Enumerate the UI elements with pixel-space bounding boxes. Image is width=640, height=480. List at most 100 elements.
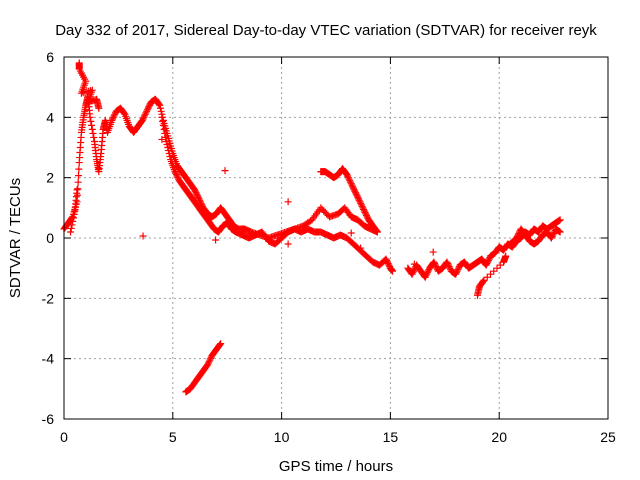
data-point	[157, 107, 165, 115]
data-point	[350, 186, 358, 194]
data-point	[349, 183, 357, 191]
data-point	[343, 171, 351, 179]
data-point	[357, 244, 365, 252]
y-tick-label: 2	[46, 170, 54, 186]
data-point	[69, 217, 77, 225]
x-tick-label: 25	[600, 429, 616, 445]
data-point	[359, 204, 367, 212]
data-point	[424, 267, 432, 275]
data-point	[361, 208, 369, 216]
data-point	[385, 261, 393, 269]
data-point	[423, 269, 431, 277]
data-point	[139, 115, 147, 123]
data-point	[156, 104, 164, 112]
data-point	[191, 186, 199, 194]
data-point	[74, 185, 82, 193]
x-tick-labels: 0 5 10 15 20 25	[60, 429, 616, 445]
series-track-spikes	[67, 59, 510, 299]
data-point	[193, 192, 201, 200]
data-point	[87, 117, 95, 125]
data-point	[455, 264, 463, 272]
data-point	[161, 129, 169, 137]
data-point	[158, 135, 166, 143]
data-point	[347, 229, 355, 237]
series-track-low-diagonal	[182, 340, 225, 396]
data-point	[155, 100, 163, 108]
data-point	[194, 193, 202, 201]
data-point	[352, 190, 360, 198]
data-point	[421, 273, 429, 281]
data-point	[156, 101, 164, 109]
data-point	[502, 252, 510, 260]
data-point	[513, 232, 521, 240]
data-point	[109, 113, 117, 121]
data-point	[356, 198, 364, 206]
data-point	[349, 184, 357, 192]
data-point	[446, 264, 454, 272]
data-point	[212, 236, 220, 244]
data-point	[483, 260, 491, 268]
x-tick-label: 5	[169, 429, 177, 445]
data-point	[353, 192, 361, 200]
data-point	[357, 199, 365, 207]
data-point	[145, 103, 153, 111]
data-point	[354, 193, 362, 201]
x-tick-label: 0	[60, 429, 68, 445]
data-point	[363, 213, 371, 221]
data-point	[347, 178, 355, 186]
data-point	[483, 273, 491, 281]
data-point	[67, 224, 75, 232]
data-point	[496, 261, 504, 269]
data-point	[158, 113, 166, 121]
data-point	[429, 248, 437, 256]
data-point	[548, 232, 556, 240]
data-point	[88, 125, 96, 133]
chart-title: Day 332 of 2017, Sidereal Day-to-day VTE…	[55, 22, 597, 39]
data-point	[195, 195, 203, 203]
data-point	[221, 167, 229, 175]
data-point	[344, 174, 352, 182]
data-point	[556, 228, 564, 236]
data-point	[172, 171, 180, 179]
data-point	[410, 260, 418, 268]
data-point	[165, 150, 173, 158]
data-point	[111, 110, 119, 118]
data-point	[422, 272, 430, 280]
y-tick-label: 4	[46, 109, 54, 125]
data-point	[360, 207, 368, 215]
data-point	[452, 270, 460, 278]
y-axis-label: SDTVAR / TECUs	[7, 178, 24, 298]
data-point	[144, 104, 152, 112]
series-track-tail-after-15h	[404, 216, 564, 281]
data-point	[207, 355, 215, 363]
data-point	[383, 257, 391, 265]
data-point	[493, 264, 501, 272]
y-tick-label: -4	[42, 351, 55, 367]
data-point	[382, 255, 390, 263]
data-point	[431, 260, 439, 268]
data-point	[344, 172, 352, 180]
data-point	[74, 178, 82, 186]
data-point	[410, 267, 418, 275]
data-point	[284, 240, 292, 248]
data-point	[362, 210, 370, 218]
data-point	[550, 229, 558, 237]
data-point	[351, 187, 359, 195]
data-point	[486, 270, 494, 278]
data-point	[120, 109, 128, 117]
data-point	[384, 260, 392, 268]
data-point	[217, 340, 225, 348]
series-track-evening-high	[317, 165, 381, 236]
y-tick-labels: -6 -4 -2 0 2 4 6	[42, 49, 55, 427]
data-point	[454, 266, 462, 274]
data-point	[88, 121, 96, 129]
y-tick-label: 6	[46, 49, 54, 65]
x-tick-label: 15	[383, 429, 399, 445]
data-point	[423, 270, 431, 278]
plot-border	[63, 56, 609, 420]
data-point	[141, 112, 149, 120]
data-point	[110, 112, 118, 120]
data-point	[164, 147, 172, 155]
data-point	[164, 144, 172, 151]
data-point	[547, 234, 555, 242]
